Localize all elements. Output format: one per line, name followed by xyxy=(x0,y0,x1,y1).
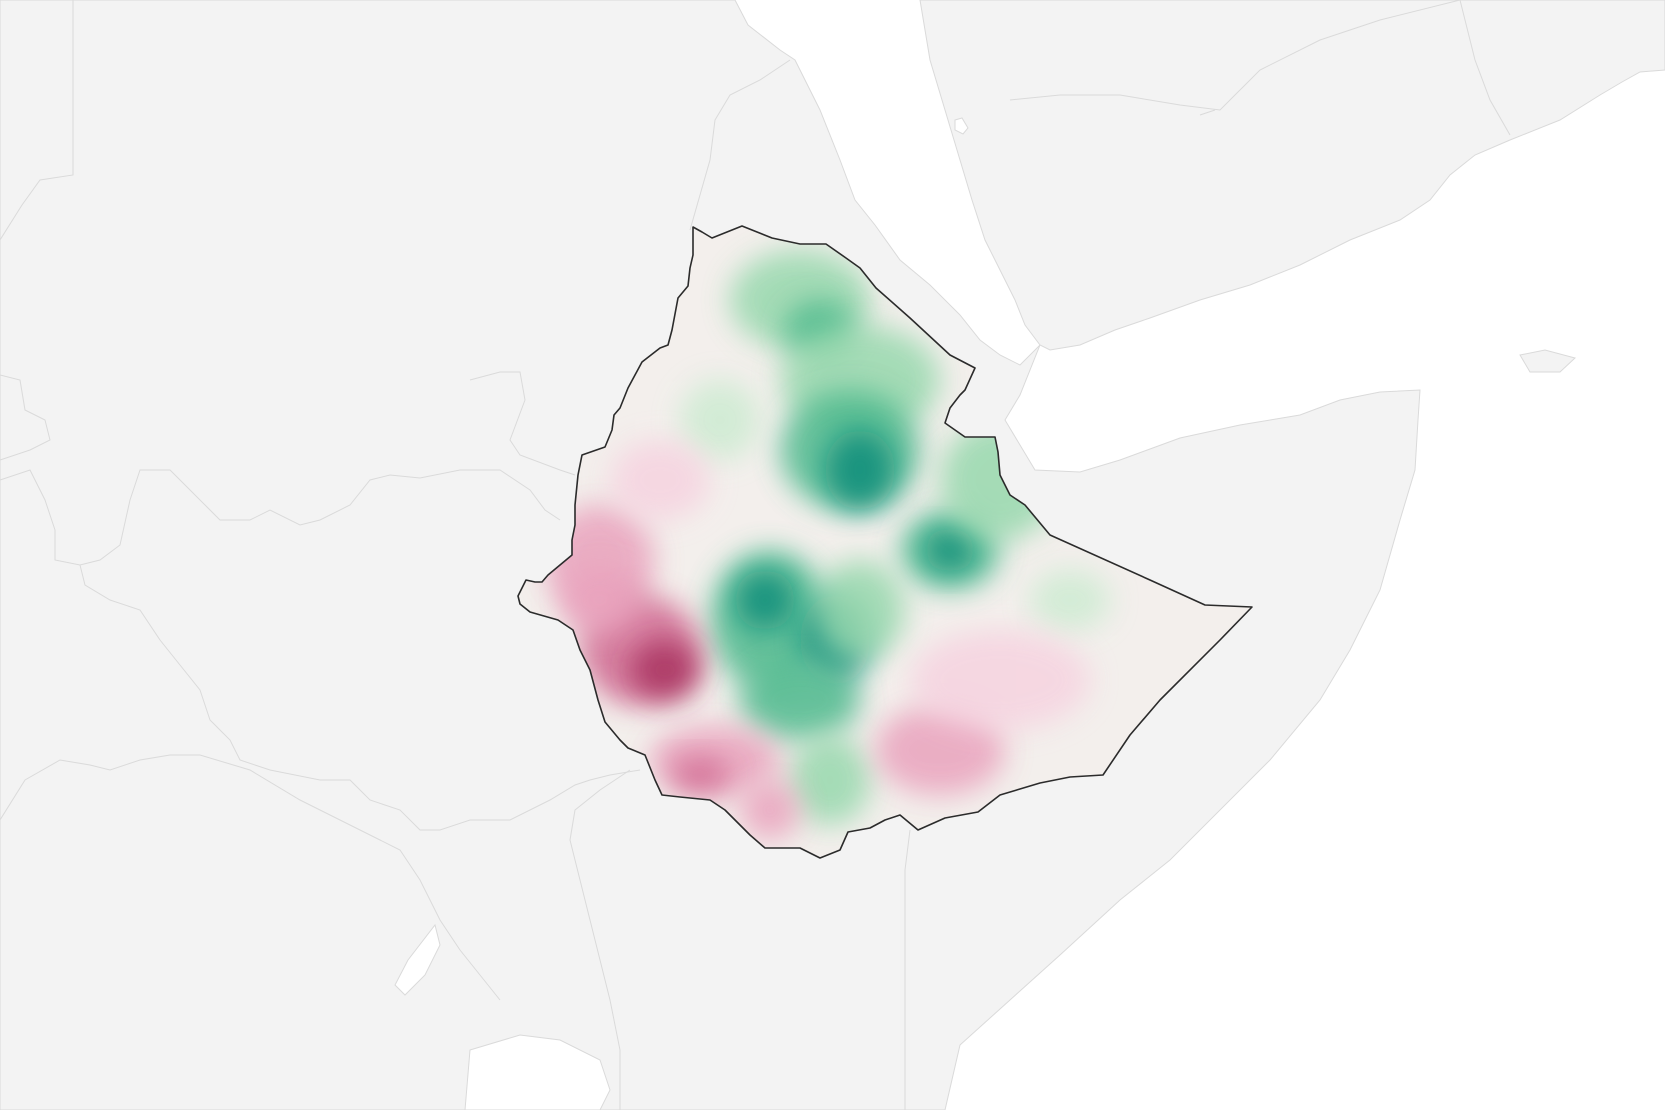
dry-anomaly-cell-24 xyxy=(910,630,1090,730)
country-borders xyxy=(0,0,1511,1110)
dry-anomaly-cell-18 xyxy=(630,640,700,700)
wet-anomaly-cell-6 xyxy=(925,528,975,572)
wet-anomaly-cell-4 xyxy=(825,430,895,510)
dry-anomaly-cell-19 xyxy=(560,565,640,635)
wet-anomaly-cell-11 xyxy=(740,660,860,740)
ethiopia-boundary[interactable] xyxy=(517,225,1253,859)
land-arabia xyxy=(919,0,1665,351)
lake-turkana xyxy=(394,923,441,996)
wet-anomaly-cell-13 xyxy=(815,560,905,660)
wet-anomaly-cell-15 xyxy=(1030,570,1110,630)
wet-anomaly-cell-12 xyxy=(790,735,870,825)
dry-anomaly-cell-25 xyxy=(610,440,710,520)
lake-victoria xyxy=(464,1034,611,1110)
wet-anomaly-cell-9 xyxy=(735,570,795,630)
anomaly-cells xyxy=(545,250,1110,840)
wet-anomaly-cell-14 xyxy=(680,380,760,460)
ethiopia-anomaly-layer xyxy=(518,226,1252,858)
dry-anomaly-cell-22 xyxy=(740,780,800,840)
island-socotra xyxy=(1519,349,1577,373)
dry-anomaly-cell-21 xyxy=(670,757,730,793)
island-dahlak xyxy=(954,117,969,135)
